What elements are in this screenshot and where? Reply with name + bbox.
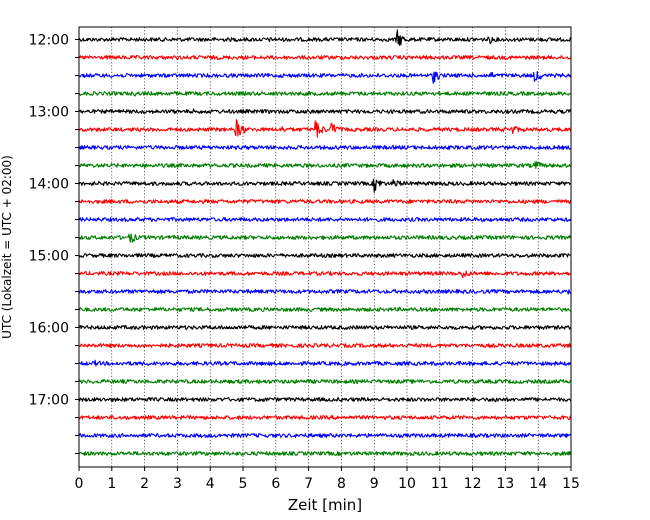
y-tick-label: 17:00 <box>29 393 69 409</box>
trace-1445 <box>78 233 572 243</box>
x-tick-label: 8 <box>337 476 346 492</box>
y-tick-label: 13:00 <box>29 105 69 121</box>
trace-1245 <box>78 91 572 97</box>
trace-1715 <box>78 415 572 420</box>
x-tick-label: 14 <box>529 476 547 492</box>
trace-1330 <box>78 145 572 150</box>
y-tick-label: 14:00 <box>29 177 69 193</box>
x-tick-label: 11 <box>431 476 449 492</box>
x-tick-label: 10 <box>398 476 416 492</box>
x-tick-label: 12 <box>464 476 482 492</box>
y-tick-label: 12:00 <box>29 33 69 49</box>
trace-1215 <box>78 55 572 60</box>
y-axis-ticks: 12:00 13:00 14:00 15:00 16:00 17:00 <box>29 33 79 454</box>
trace-1200 <box>78 29 572 46</box>
y-axis-label: UTC (Lokalzeit = UTC + 02:00) <box>0 155 14 339</box>
trace-1530 <box>78 289 572 295</box>
trace-1730 <box>78 433 572 438</box>
trace-1545 <box>78 307 572 312</box>
trace-1500 <box>78 253 572 258</box>
trace-1345 <box>78 161 572 170</box>
trace-1400 <box>78 178 572 193</box>
trace-1630 <box>78 359 572 367</box>
y-tick-label: 15:00 <box>29 249 69 265</box>
seismogram-traces <box>78 29 572 456</box>
trace-1230 <box>78 71 572 84</box>
x-axis-ticks: 0 1 2 3 4 5 6 7 8 9 10 11 12 13 14 15 <box>75 467 580 492</box>
x-tick-label: 7 <box>304 476 313 492</box>
trace-1415 <box>78 199 572 204</box>
y-tick-label: 16:00 <box>29 321 69 337</box>
x-tick-label: 4 <box>206 476 215 492</box>
x-tick-label: 13 <box>496 476 514 492</box>
trace-1700 <box>78 397 572 403</box>
trace-1615 <box>78 343 572 348</box>
x-axis-label: Zeit [min] <box>288 496 362 514</box>
trace-1315 <box>78 118 572 138</box>
x-tick-label: 9 <box>370 476 379 492</box>
x-tick-label: 1 <box>107 476 116 492</box>
x-tick-label: 6 <box>271 476 280 492</box>
trace-1745 <box>78 451 572 456</box>
trace-1645 <box>78 379 572 385</box>
x-tick-label: 0 <box>75 476 84 492</box>
trace-1430 <box>78 217 572 222</box>
x-tick-label: 15 <box>562 476 580 492</box>
x-tick-label: 5 <box>239 476 248 492</box>
trace-1300 <box>78 108 572 114</box>
trace-1600 <box>78 325 572 330</box>
x-tick-label: 2 <box>140 476 149 492</box>
trace-1515 <box>78 270 572 279</box>
x-tick-label: 3 <box>173 476 182 492</box>
plot-frame <box>78 26 572 468</box>
